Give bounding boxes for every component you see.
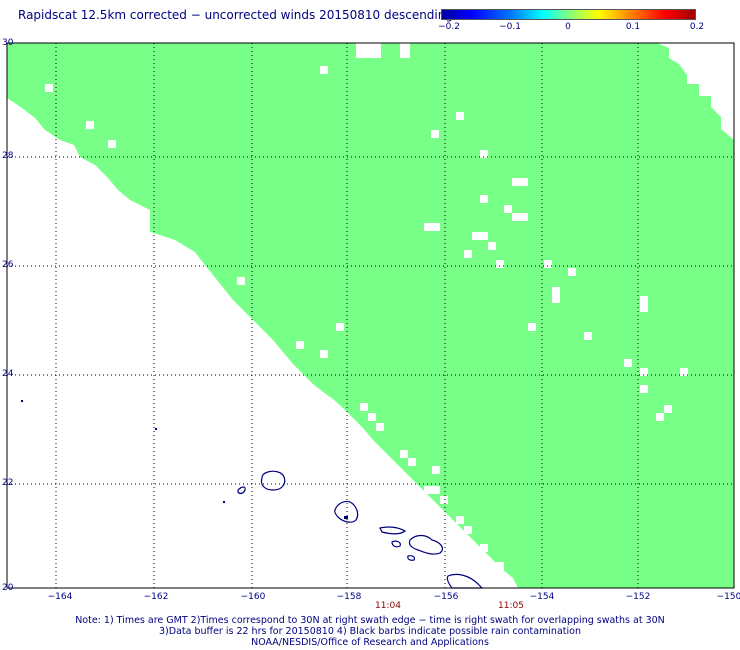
lat-tick-26: 26 <box>2 260 14 270</box>
graticule <box>7 43 734 588</box>
map-title: Rapidscat 12.5km corrected − uncorrected… <box>18 8 453 22</box>
wind-swath <box>7 43 734 588</box>
colorbar-label-zero: 0 <box>565 22 571 32</box>
lat-tick-22: 22 <box>2 478 14 488</box>
time-label-1105: 11:05 <box>498 601 524 611</box>
lanai-outline <box>391 540 401 548</box>
lat-tick-24: 24 <box>2 369 14 379</box>
kauai-outline <box>260 470 286 491</box>
lon-tick-150: −150 <box>716 592 740 602</box>
kahoolawe-outline <box>407 555 416 561</box>
colorbar <box>441 9 696 20</box>
time-label-1104: 11:04 <box>375 601 401 611</box>
small-islands <box>21 400 348 519</box>
lat-tick-20: 20 <box>2 583 14 593</box>
footnotes: Note: 1) Times are GMT 2)Times correspon… <box>0 615 740 648</box>
lon-tick-154: −154 <box>529 592 555 602</box>
oahu-outline <box>334 500 359 523</box>
molokai-outline <box>379 526 407 535</box>
map-frame <box>6 42 735 589</box>
lon-tick-156: −156 <box>433 592 459 602</box>
lon-tick-152: −152 <box>625 592 651 602</box>
colorbar-label-pos: 0.1 <box>625 22 641 32</box>
colorbar-label-min: −0.2 <box>438 22 460 32</box>
lat-tick-28: 28 <box>2 151 14 161</box>
coastline <box>237 470 484 589</box>
maui-outline <box>408 534 444 555</box>
note-line-2: 3)Data buffer is 22 hrs for 20150810 4) … <box>159 626 581 637</box>
lon-tick-160: −160 <box>240 592 266 602</box>
niihau-outline <box>237 486 246 495</box>
lon-tick-162: −162 <box>143 592 169 602</box>
colorbar-label-neg: −0.1 <box>499 22 521 32</box>
lon-tick-164: −164 <box>47 592 73 602</box>
lon-tick-158: −158 <box>336 592 362 602</box>
lat-tick-30: 30 <box>2 38 14 48</box>
colorbar-label-max: 0.2 <box>689 22 705 32</box>
note-line-1: Note: 1) Times are GMT 2)Times correspon… <box>75 615 665 626</box>
note-line-3: NOAA/NESDIS/Office of Research and Appli… <box>251 637 489 648</box>
missing-data-cells <box>45 66 688 570</box>
